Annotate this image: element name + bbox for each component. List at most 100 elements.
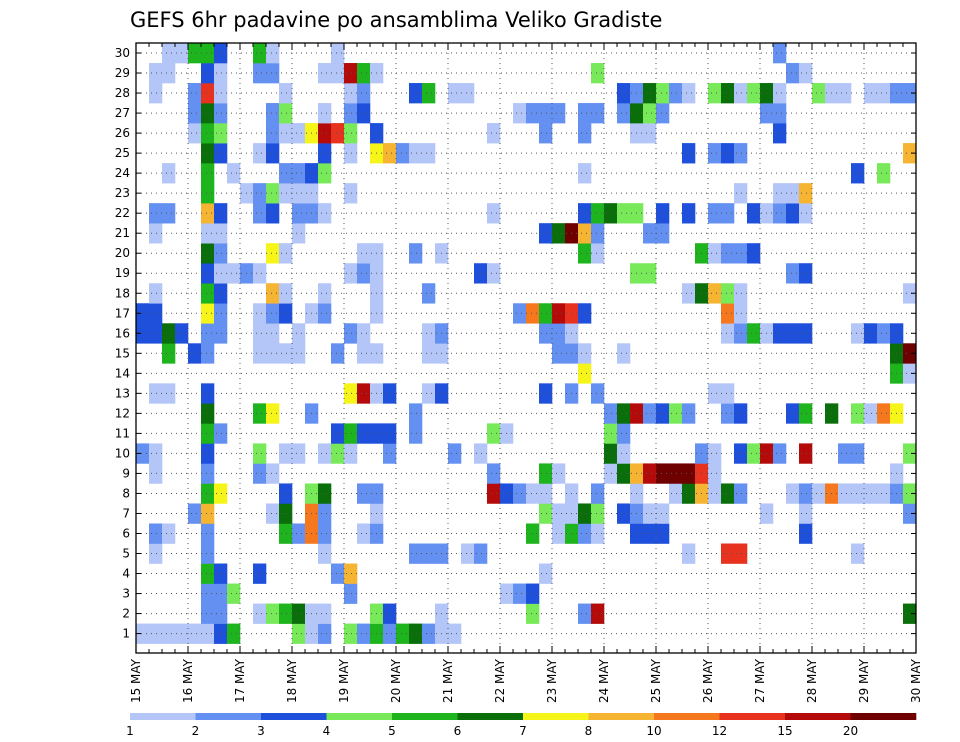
heatmap-cell <box>799 443 813 464</box>
heatmap-cell <box>201 123 215 144</box>
y-tick-label: 9 <box>122 466 130 480</box>
heatmap-cell <box>539 303 553 324</box>
heatmap-cell <box>331 43 345 64</box>
heatmap-cell <box>773 103 787 124</box>
heatmap-cell <box>266 323 280 344</box>
heatmap-cell <box>682 283 696 304</box>
x-tick-label: 26 MAY <box>701 658 715 703</box>
heatmap-cell <box>214 283 228 304</box>
y-tick-label: 12 <box>115 406 130 420</box>
heatmap-cell <box>617 343 631 364</box>
heatmap-cell <box>617 503 631 524</box>
heatmap-cell <box>266 603 280 624</box>
heatmap-cell <box>643 83 657 104</box>
heatmap-cell <box>487 263 501 284</box>
heatmap-cell <box>357 343 371 364</box>
y-tick-label: 4 <box>122 567 130 581</box>
heatmap-cell <box>344 623 358 644</box>
heatmap-cell <box>591 243 605 264</box>
colorbar-swatch <box>326 713 393 720</box>
heatmap-cell <box>877 323 891 344</box>
heatmap-cell <box>591 523 605 544</box>
heatmap-cell <box>357 623 371 644</box>
heatmap-cells <box>136 43 917 644</box>
heatmap-cell <box>604 463 618 484</box>
heatmap-cell <box>279 83 293 104</box>
heatmap-cell <box>786 263 800 284</box>
heatmap-cell <box>292 223 306 244</box>
heatmap-cell <box>773 183 787 204</box>
heatmap-cell <box>903 363 917 384</box>
x-axis-ticks: 15 MAY 16 MAY 17 MAY 18 MAY 19 MAY 20 MAY 21 M… <box>129 43 923 703</box>
heatmap-cell <box>799 203 813 224</box>
heatmap-cell <box>318 283 332 304</box>
heatmap-cell <box>734 483 748 504</box>
heatmap-cell <box>149 323 163 344</box>
heatmap-cell <box>552 503 566 524</box>
heatmap-cell <box>838 83 852 104</box>
heatmap-cell <box>344 383 358 404</box>
heatmap-cell <box>331 63 345 84</box>
heatmap-cell <box>201 523 215 544</box>
heatmap-cell <box>214 123 228 144</box>
heatmap-cell <box>773 83 787 104</box>
heatmap-cell <box>773 43 787 64</box>
heatmap-cell <box>266 143 280 164</box>
heatmap-cell <box>643 523 657 544</box>
y-tick-label: 16 <box>115 326 130 340</box>
heatmap-cell <box>201 583 215 604</box>
heatmap-cell <box>877 83 891 104</box>
heatmap-cell <box>708 143 722 164</box>
heatmap-cell <box>578 163 592 184</box>
heatmap-cell <box>721 323 735 344</box>
heatmap-cell <box>578 503 592 524</box>
heatmap-cell <box>409 143 423 164</box>
heatmap-cell <box>682 83 696 104</box>
heatmap-cell <box>422 343 436 364</box>
heatmap-cell <box>708 443 722 464</box>
heatmap-cell <box>877 403 891 424</box>
heatmap-cell <box>747 243 761 264</box>
dotted-grid <box>136 43 916 653</box>
heatmap-cell <box>539 103 553 124</box>
colorbar-swatch <box>654 713 720 720</box>
heatmap-cell <box>279 603 293 624</box>
heatmap-cell <box>448 83 462 104</box>
heatmap-cell <box>162 323 176 344</box>
heatmap-cell <box>591 603 605 624</box>
heatmap-cell <box>318 483 332 504</box>
heatmap-cell <box>318 143 332 164</box>
heatmap-cell <box>279 163 293 184</box>
heatmap-cell <box>422 323 436 344</box>
heatmap-cell <box>292 443 306 464</box>
heatmap-cell <box>578 223 592 244</box>
heatmap-cell <box>708 483 722 504</box>
heatmap-cell <box>253 463 267 484</box>
heatmap-cell <box>292 623 306 644</box>
heatmap-cell <box>201 303 215 324</box>
heatmap-cell <box>227 163 241 184</box>
heatmap-cell <box>331 423 345 444</box>
colorbar-label: 12 <box>712 724 727 738</box>
heatmap-cell <box>539 383 553 404</box>
y-tick-label: 17 <box>115 306 130 320</box>
heatmap-cell <box>201 203 215 224</box>
heatmap-cell <box>591 223 605 244</box>
x-tick-label: 21 MAY <box>441 658 455 703</box>
heatmap-cell <box>708 383 722 404</box>
heatmap-cell <box>721 203 735 224</box>
heatmap-cell <box>799 483 813 504</box>
heatmap-cell <box>409 543 423 564</box>
heatmap-cell <box>253 563 267 584</box>
heatmap-cell <box>409 83 423 104</box>
heatmap-cell <box>578 243 592 264</box>
heatmap-cell <box>734 83 748 104</box>
heatmap-cell <box>656 223 670 244</box>
heatmap-cell <box>513 583 527 604</box>
heatmap-cell <box>721 83 735 104</box>
heatmap-cell <box>344 183 358 204</box>
heatmap-cell <box>422 383 436 404</box>
heatmap-cell <box>188 83 202 104</box>
heatmap-cell <box>552 303 566 324</box>
heatmap-cell <box>344 263 358 284</box>
